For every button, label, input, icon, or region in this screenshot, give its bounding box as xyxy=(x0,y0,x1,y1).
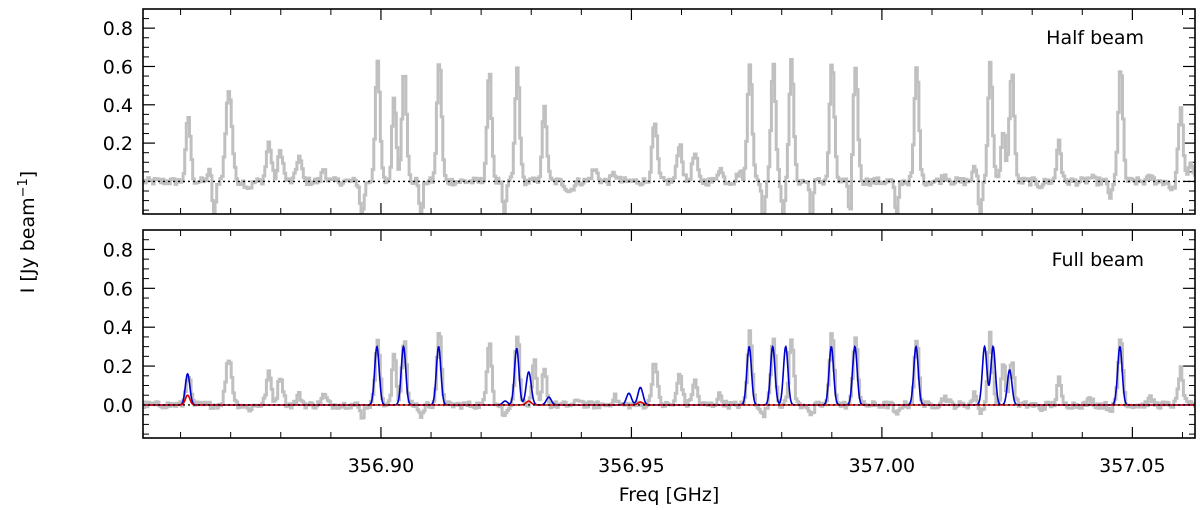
panel-frame xyxy=(142,8,1196,215)
x-tick-label: 357.00 xyxy=(849,455,915,477)
y-tick-label: 0.6 xyxy=(103,56,133,78)
y-tick-label: 0.4 xyxy=(103,95,133,117)
y-tick-label: 0.6 xyxy=(103,278,133,300)
y-axis-title: I [Jy beam−1] xyxy=(16,171,40,293)
y-tick-label: 0.8 xyxy=(103,18,133,40)
y-tick-label: 0.2 xyxy=(103,356,133,378)
y-axis-title-sup: −1 xyxy=(16,178,31,197)
panel-half-beam: Half beam 0.0 0.2 0.4 0.6 0.8 xyxy=(103,8,1196,215)
y-axis-title-main: I [Jy beam xyxy=(17,197,39,293)
y-axis-title-close: ] xyxy=(17,171,39,178)
x-axis-title: Freq [GHz] xyxy=(619,484,720,506)
panel-label-full-beam: Full beam xyxy=(1052,249,1144,271)
y-tick-label: 0.2 xyxy=(103,133,133,155)
y-tick-label: 0.8 xyxy=(103,239,133,261)
x-tick-label: 356.95 xyxy=(598,455,664,477)
x-tick-label: 357.05 xyxy=(1099,455,1165,477)
panel-frame xyxy=(142,229,1196,439)
y-tick-label: 0.4 xyxy=(103,317,133,339)
y-tick-label: 0.0 xyxy=(103,171,133,193)
panel-full-beam: Full beam 0.0 0.2 0.4 0.6 0.8 xyxy=(103,229,1196,439)
panel-label-half-beam: Half beam xyxy=(1046,27,1144,49)
y-tick-label: 0.0 xyxy=(103,395,133,417)
observed-spectrum xyxy=(143,58,1195,214)
x-tick-label: 356.90 xyxy=(348,455,414,477)
